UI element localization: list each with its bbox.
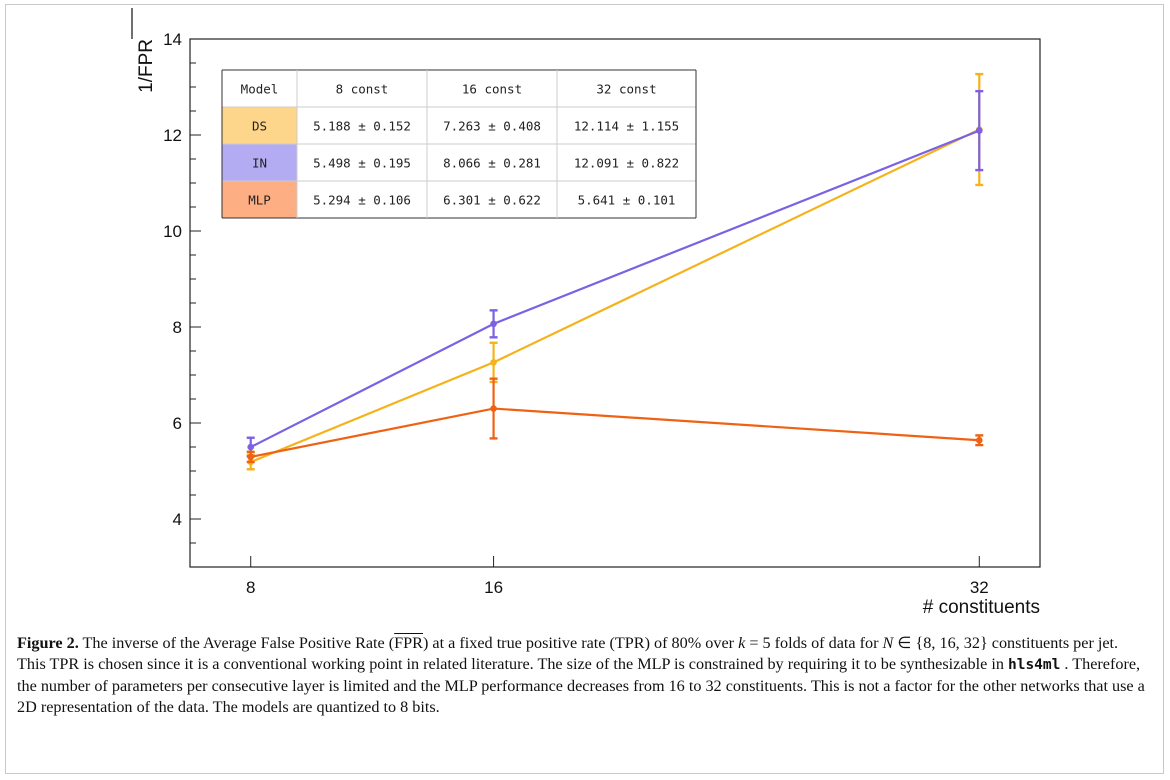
caption-code: hls4ml [1007, 657, 1061, 673]
caption-text: ∈ {8, 16, 32} constituents per jet. This… [17, 634, 1119, 673]
series-mlp [246, 377, 984, 464]
series-layer [246, 72, 984, 471]
table-value-cell: 7.263 ± 0.408 [443, 119, 541, 134]
y-tick-label: 12 [163, 126, 182, 145]
caption-label: Figure 2. [17, 634, 79, 652]
table-value-cell: 5.294 ± 0.106 [313, 193, 411, 208]
data-point [975, 127, 983, 134]
table-value-cell: 8.066 ± 0.281 [443, 156, 541, 171]
caption-text: ) at a fixed true positive rate (TPR) of… [422, 634, 739, 652]
table-model-cell: MLP [248, 193, 271, 208]
figure-frame [5, 4, 1164, 774]
table-value-cell: 5.188 ± 0.152 [313, 119, 411, 134]
caption-text: = 5 folds of data for [745, 634, 883, 652]
line-chart: 4 6 8 10 12 14 8 16 32 1/FPR # constituents Model 8… [131, 8, 1041, 618]
data-point [247, 453, 255, 461]
series-line [250, 407, 980, 458]
table-value-cell: 5.641 ± 0.101 [578, 193, 676, 208]
data-point [490, 359, 497, 366]
caption-text: . Therefore, the number of parameters pe… [17, 655, 1145, 716]
table-value-cell: 5.498 ± 0.195 [313, 156, 411, 171]
y-tick-label: 4 [173, 510, 182, 529]
series-in [246, 89, 984, 458]
table-model-cell: DS [252, 119, 267, 134]
caption-k: k [738, 634, 746, 652]
y-tick-label: 8 [173, 318, 182, 337]
table-value-cell: 12.114 ± 1.155 [574, 119, 679, 134]
data-point [975, 436, 983, 444]
y-axis-label: 1/FPR [136, 39, 157, 93]
axes: 4 6 8 10 12 14 8 16 32 1/FPR # constituents [131, 8, 1041, 618]
results-table: Model 8 const 16 const 32 const DS 5.188 ± 0.… [221, 69, 697, 219]
y-tick-label: 6 [173, 414, 182, 433]
table-model-cell: IN [252, 156, 267, 171]
x-axis-label: # constituents [923, 597, 1040, 618]
data-point [490, 320, 497, 328]
y-tick-label: 14 [163, 30, 182, 49]
table-header-cell: 32 const [596, 82, 656, 97]
table-header-cell: Model [241, 82, 279, 97]
data-point [247, 443, 255, 451]
table-value-cell: 12.091 ± 0.822 [574, 156, 679, 171]
table-model-cell-fill [222, 144, 297, 181]
table-model-cell-fill [222, 107, 297, 144]
table-header-cell: 8 const [336, 82, 389, 97]
table-model-cell-fill [222, 181, 297, 218]
x-tick-label: 32 [970, 578, 989, 597]
x-tick-label: 16 [484, 578, 503, 597]
table-header-cell: 16 const [462, 82, 522, 97]
caption-fpr: FPR [394, 634, 423, 652]
caption-n: N [882, 634, 894, 652]
table-value-cell: 6.301 ± 0.622 [443, 193, 541, 208]
y-tick-label: 10 [163, 222, 182, 241]
caption-text: The inverse of the Average False Positiv… [78, 634, 395, 652]
data-point [490, 405, 497, 412]
x-tick-label: 8 [246, 578, 255, 597]
figure-caption: Figure 2. The inverse of the Average Fal… [17, 633, 1147, 718]
